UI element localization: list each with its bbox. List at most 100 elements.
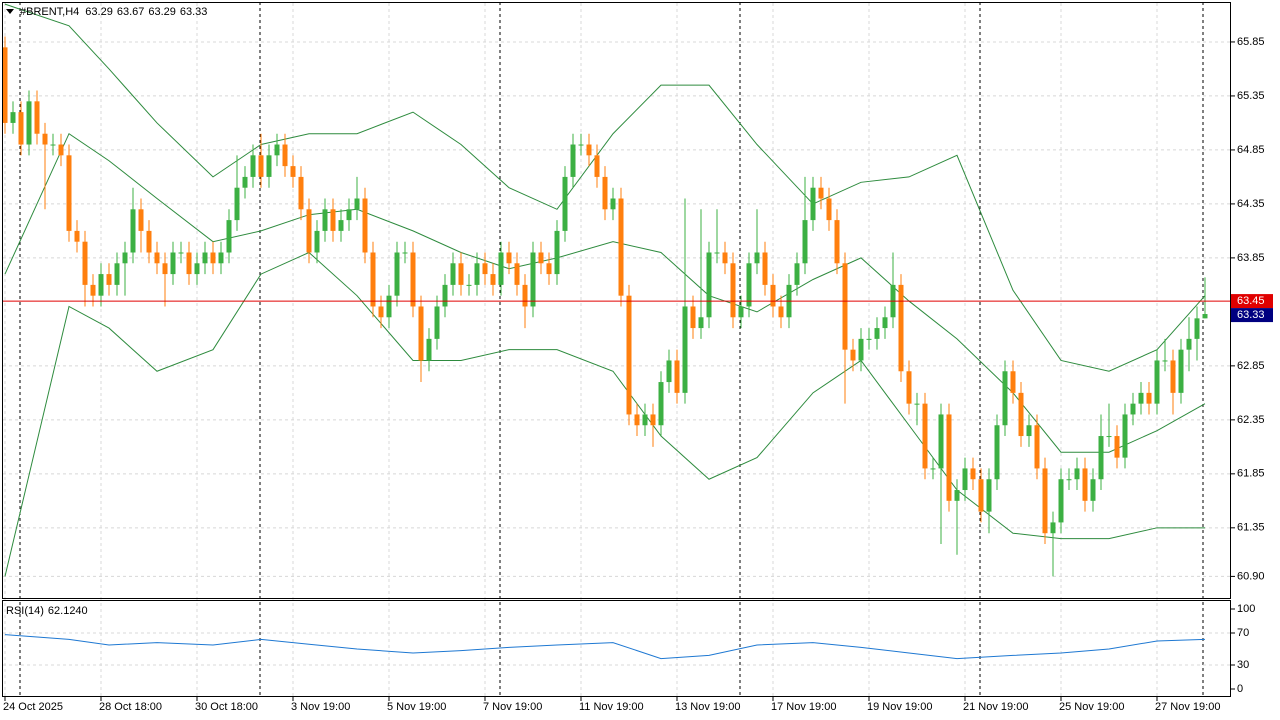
candle-body [1042,468,1048,534]
candle-body [954,490,960,501]
candle-body [506,252,512,264]
candle-body [834,220,840,264]
rsi-frame [2,600,1231,697]
candle-body [610,198,616,210]
candle-body [978,479,984,512]
candle-body [1170,360,1176,393]
candle-body [1178,349,1184,393]
candle-body [282,144,288,167]
candle-body [130,209,136,253]
candle-body [690,306,696,329]
candle-body [650,414,656,426]
candle-body [34,101,40,134]
candle-body [1146,392,1152,404]
candle-body [298,176,304,210]
y-tick-label: 61.35 [1237,522,1265,534]
rsi-header: RSI(14) 62.1240 [6,605,88,617]
candle-body [706,252,712,318]
x-tick-label: 5 Nov 19:00 [387,701,446,713]
candle-body [530,252,536,307]
x-tick-label: 13 Nov 19:00 [675,701,740,713]
rsi-tick-label: 70 [1237,627,1249,639]
candle-body [1018,392,1024,437]
candle-body [554,230,560,275]
candle-body [250,155,256,177]
candle-body [474,263,480,285]
candle-body [274,144,280,156]
menu-arrow[interactable] [6,9,14,14]
rsi-current: 62.1240 [48,605,88,617]
band-lower [4,251,1205,577]
candle-body [570,144,576,177]
candle-body [714,252,720,254]
rsi-tick-label: 30 [1237,659,1249,671]
candle-body [826,198,832,221]
candle-body [602,176,608,210]
candle-body [202,252,208,264]
y-tick-label: 62.85 [1237,360,1265,372]
candle-body [466,284,472,286]
candle-body [666,360,672,383]
candle-body [242,176,248,188]
x-tick-label: 17 Nov 19:00 [771,701,836,713]
candle-body [562,176,568,231]
y-tick-label: 64.35 [1237,198,1265,210]
x-tick-label: 24 Oct 2025 [3,701,63,713]
candle-body [194,263,200,275]
x-tick-label: 21 Nov 19:00 [963,701,1028,713]
axes: 65.85 65.35 64.85 64.35 63.85 62.85 62.35 61.85… [3,36,1273,713]
candle-body [1010,371,1016,393]
rsi-tick-label: 100 [1237,603,1255,615]
rsi-panel [3,632,1230,666]
candle-body [802,220,808,264]
candle-body [674,360,680,393]
candle-body [682,306,688,393]
high: 63.67 [117,6,145,18]
candle-body [722,252,728,264]
candle-body [962,468,968,491]
candle-body [458,263,464,285]
candle-body [1130,403,1136,415]
candle-body [634,414,640,426]
candle-body [1002,371,1008,426]
candle-body [1098,436,1104,480]
candle-body [50,144,56,146]
candle-body [330,209,336,231]
x-tick-label: 25 Nov 19:00 [1059,701,1124,713]
candle-body [346,209,352,221]
rsi-tick-label: 0 [1237,683,1243,695]
candle-body [410,252,416,307]
candle-body [546,263,552,275]
candle-body [226,220,232,253]
candle-body [818,187,824,199]
candle-body [66,155,72,231]
x-tick-label: 7 Nov 19:00 [483,701,542,713]
candle-body [1026,425,1032,437]
candle-body [218,252,224,264]
low: 63.29 [148,6,176,18]
candle-body [1034,425,1040,469]
candle-body [442,284,448,307]
candle-body [922,403,928,469]
candle-body [914,403,920,405]
candle-body [490,274,496,285]
candle-body [386,295,392,318]
candle-body [642,414,648,426]
candle-body [106,274,112,285]
candle-body [138,209,144,231]
candle-body [1106,436,1112,438]
candle-body [1194,318,1200,339]
y-tick-label: 61.85 [1237,468,1265,480]
candle-body [866,338,872,340]
price-frame [2,2,1231,599]
candle-body [322,209,328,231]
candle-body [354,198,360,210]
candle-body [314,230,320,253]
y-tick-label: 65.85 [1237,36,1265,48]
candle-body [618,198,624,296]
candle-body [810,187,816,221]
candle-body [378,306,384,318]
candle-body [402,252,408,254]
candle-body [626,295,632,415]
candle-body [514,263,520,285]
